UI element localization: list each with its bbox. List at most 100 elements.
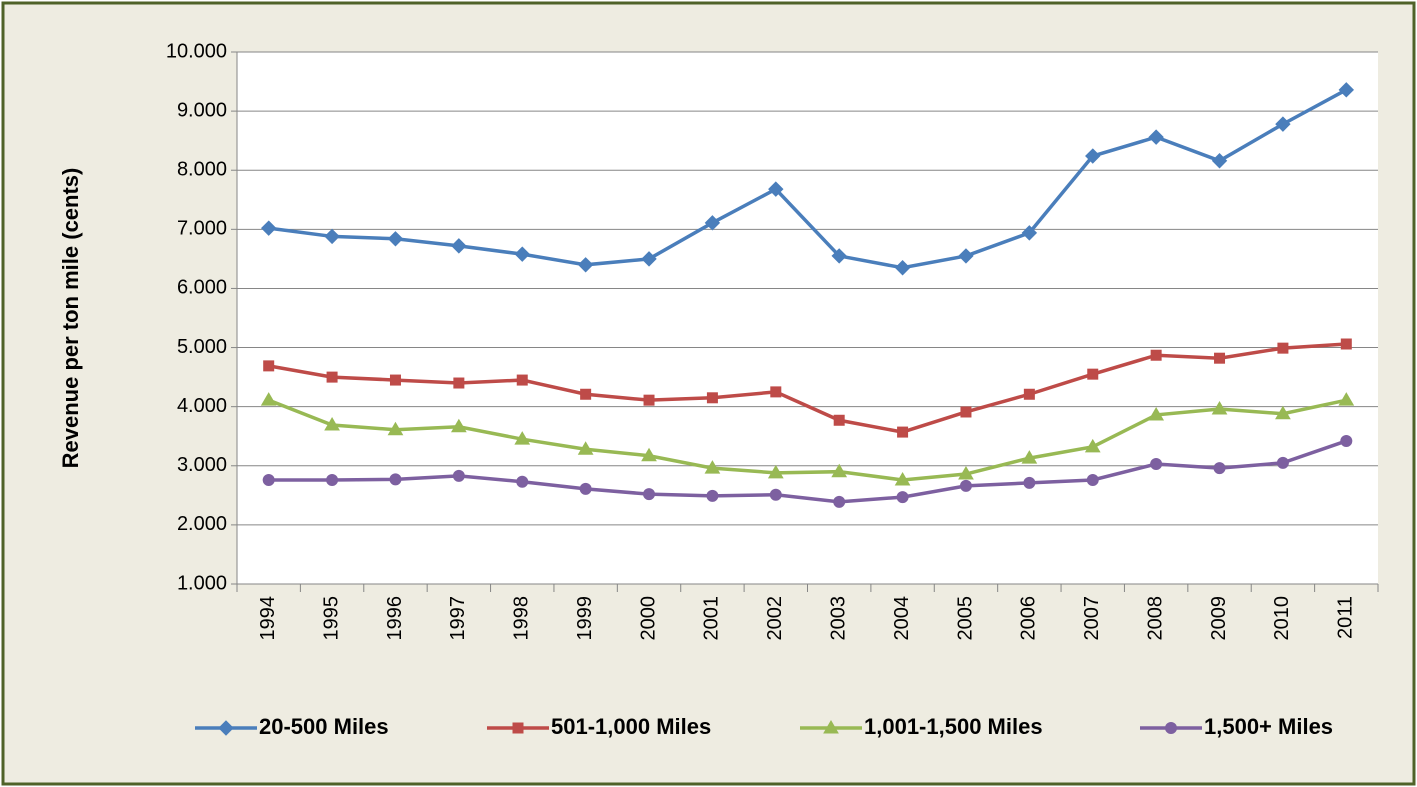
marker [1086,473,1099,486]
x-tick-label: 2006 [1018,596,1040,641]
marker [896,491,909,504]
marker [1023,476,1036,489]
marker [1148,129,1164,145]
marker [326,473,339,486]
marker [897,426,909,438]
marker [514,431,531,445]
marker [641,447,657,462]
marker [514,246,530,262]
marker [1084,438,1101,453]
marker [641,251,657,267]
marker [1211,401,1228,415]
y-tick-label: 9.000 [177,99,227,121]
marker [1150,458,1163,471]
series-line [268,342,1347,434]
x-tick-label: 1994 [257,596,279,641]
marker [958,466,974,480]
marker [959,479,972,492]
marker [262,473,275,486]
marker [326,371,338,383]
series-line [268,439,1347,504]
marker [1275,116,1291,132]
x-tick-label: 2003 [827,596,849,641]
marker [833,495,846,508]
marker [260,220,277,236]
marker [706,392,718,404]
marker [894,471,911,486]
marker [958,248,974,264]
marker [580,388,592,400]
legend-label: 20-500 Miles [259,714,389,739]
y-tick-label: 4.000 [177,395,227,417]
y-tick-label: 8.000 [177,159,227,181]
marker [577,441,594,455]
marker [324,416,340,431]
y-tick-label: 2.000 [177,513,227,535]
marker [579,482,592,495]
y-tick-label: 6.000 [177,277,227,299]
marker [768,181,784,197]
marker [770,386,782,398]
x-tick-label: 1997 [447,596,469,641]
y-tick-label: 5.000 [177,336,227,358]
legend-label: 1,001-1,500 Miles [864,714,1043,739]
marker [260,392,277,406]
marker [1085,148,1101,164]
marker [643,488,656,501]
marker [389,473,402,486]
marker [704,215,721,231]
x-tick-label: 1999 [574,596,596,641]
marker [767,464,784,479]
legend-marker [512,722,524,734]
x-tick-label: 2009 [1208,596,1230,641]
x-tick-label: 2010 [1271,596,1293,641]
marker [1211,153,1228,169]
marker [1338,82,1355,98]
y-tick-label: 10.000 [166,40,227,62]
marker [769,488,782,501]
marker [387,421,404,436]
marker [1021,225,1038,241]
marker [516,475,529,488]
series-line [268,398,1347,482]
y-axis-title: Revenue per ton mile (cents) [58,168,83,469]
x-tick-label: 2004 [891,596,913,641]
legend-label: 1,500+ Miles [1204,714,1333,739]
x-tick-label: 2007 [1081,596,1103,641]
marker [452,469,465,482]
x-tick-label: 2001 [701,596,723,641]
marker [831,248,847,264]
y-tick-label: 1.000 [177,572,227,594]
marker [389,374,401,386]
series-line [268,88,1348,270]
marker [1277,342,1289,354]
legend-item: 1,001-1,500 Miles [800,714,1043,739]
marker [1021,450,1038,464]
marker [894,260,911,276]
x-tick-label: 2000 [637,596,659,641]
legend-marker [1165,722,1177,734]
marker [324,228,340,245]
marker [1023,388,1035,400]
marker [516,374,528,386]
marker [1214,352,1226,364]
x-tick-label: 1996 [384,596,406,641]
marker [263,360,275,372]
legend-marker [218,720,234,736]
marker [833,414,845,426]
legend-item: 20-500 Miles [195,714,389,739]
plot-area [237,52,1378,584]
marker [1340,338,1352,350]
x-tick-label: 1998 [511,596,533,641]
marker [704,460,721,474]
marker [1087,368,1099,380]
marker [453,377,465,389]
x-tick-label: 2008 [1144,596,1166,641]
x-tick-label: 2002 [764,596,786,641]
y-tick-label: 3.000 [177,454,227,476]
marker [450,418,467,433]
legend-item: 1,500+ Miles [1140,714,1333,739]
marker [1338,392,1355,406]
marker [706,489,719,502]
